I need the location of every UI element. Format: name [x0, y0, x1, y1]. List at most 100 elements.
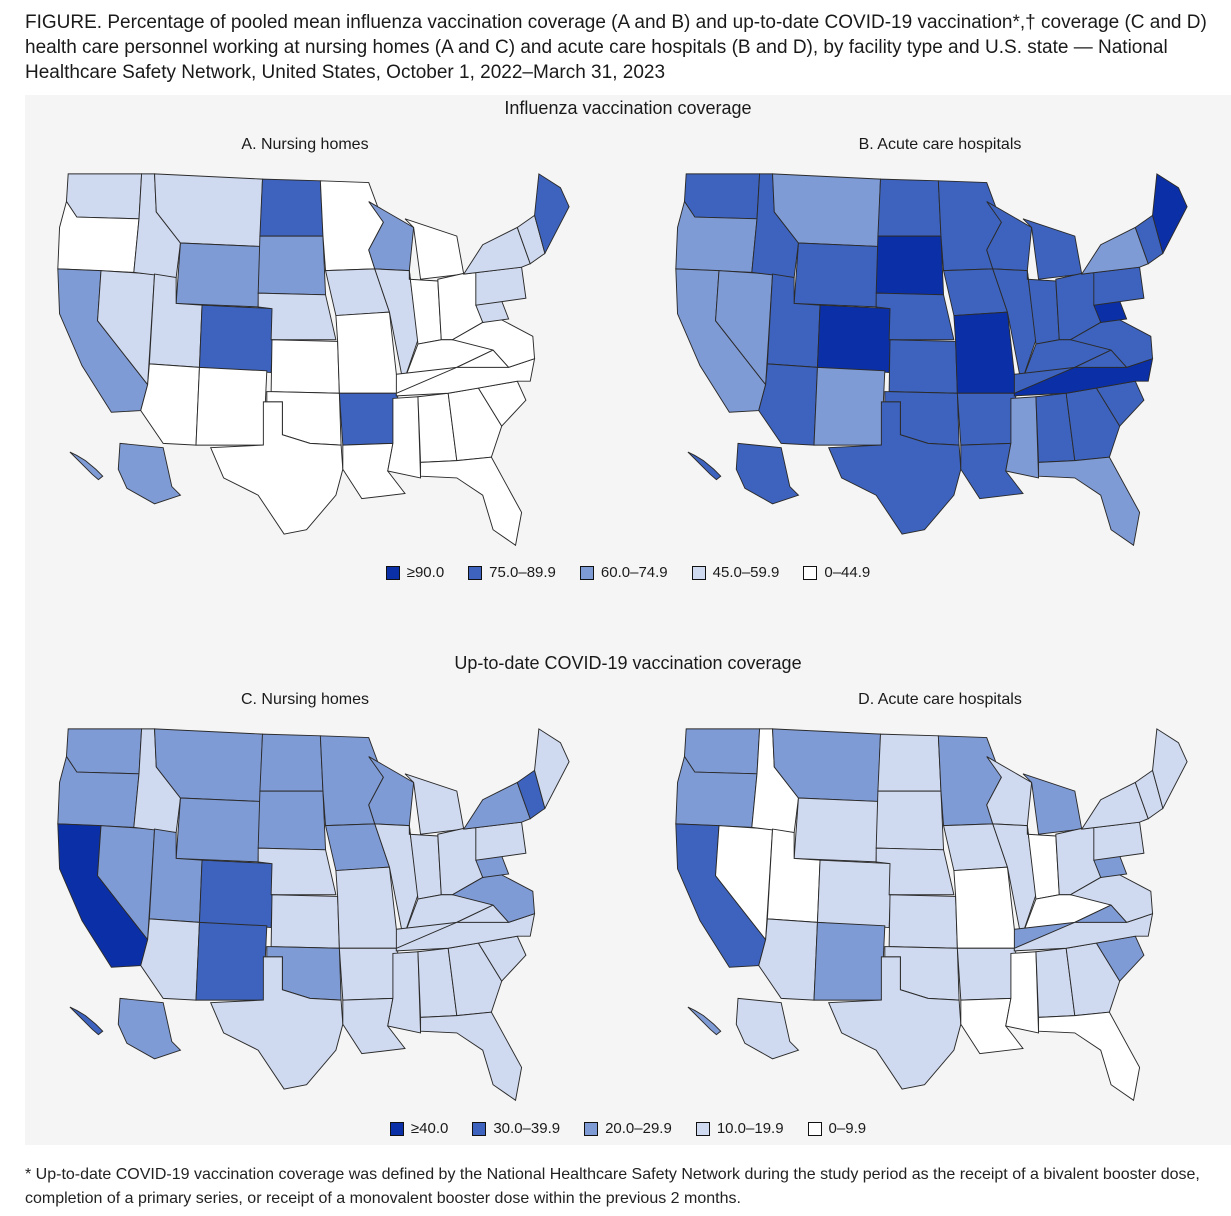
state-mi: [1022, 773, 1083, 835]
legend-swatch: [807, 1121, 822, 1136]
state-ar: [956, 392, 1017, 446]
figure-panel: Influenza vaccination coverage A. Nursin…: [25, 95, 1231, 1145]
state-fl: [420, 456, 523, 547]
state-wy: [175, 242, 261, 308]
legend-item: 30.0–39.9: [472, 1120, 560, 1137]
state-sd: [875, 235, 945, 296]
legend-label: 30.0–39.9: [493, 1120, 561, 1137]
map-a-title: A. Nursing homes: [241, 136, 369, 153]
state-ms: [1005, 396, 1040, 479]
map-d-acute-care-covid: [675, 728, 1188, 1102]
legend-label: 20.0–29.9: [605, 1120, 672, 1137]
state-wy: [175, 797, 261, 863]
legend-swatch: [691, 565, 706, 580]
legend-item: ≥40.0: [389, 1120, 448, 1137]
legend-swatch: [579, 565, 594, 580]
state-me: [534, 173, 570, 255]
state-co: [816, 304, 893, 374]
legend-label: 0–9.9: [828, 1120, 867, 1137]
legend-swatch: [472, 1121, 487, 1136]
state-co: [198, 304, 275, 374]
legend-swatch: [468, 565, 483, 580]
legend-swatch: [803, 565, 818, 580]
state-az: [758, 363, 818, 446]
state-il: [992, 823, 1037, 940]
flu-section-title: Influenza vaccination coverage: [504, 98, 752, 118]
legend-swatch: [695, 1121, 710, 1136]
legend-swatch: [385, 565, 400, 580]
state-ar: [338, 947, 399, 1001]
state-ak: [735, 997, 800, 1060]
legend-label: 60.0–74.9: [600, 564, 668, 581]
state-az: [140, 918, 200, 1001]
state-nm: [195, 921, 268, 1001]
caption-line-1: FIGURE. Percentage of pooled mean influe…: [25, 12, 1207, 33]
state-nd: [877, 178, 942, 237]
state-wa: [683, 728, 761, 775]
map-b-title: B. Acute care hospitals: [858, 136, 1022, 153]
state-nd: [877, 733, 942, 792]
footnote: * Up-to-date COVID-19 vaccination covera…: [25, 1163, 1231, 1211]
state-nm: [813, 366, 886, 446]
state-ak: [117, 997, 182, 1060]
state-me: [534, 728, 570, 810]
legend-item: 10.0–19.9: [695, 1120, 784, 1137]
legend-label: 0–44.9: [824, 564, 871, 581]
state-mi: [1022, 218, 1083, 280]
state-tx: [209, 956, 344, 1090]
state-fl: [1038, 456, 1141, 547]
state-il: [374, 823, 419, 940]
legend-item: 75.0–89.9: [468, 564, 556, 581]
state-hi: [69, 451, 104, 481]
figure-caption: FIGURE. Percentage of pooled mean influe…: [25, 10, 1231, 85]
state-nd: [259, 178, 324, 237]
legend-swatch: [389, 1121, 404, 1136]
state-ar: [338, 392, 399, 446]
legend-item: 45.0–59.9: [691, 564, 779, 581]
legend-item: ≥90.0: [385, 564, 444, 581]
state-ks: [888, 339, 958, 394]
legend-item: 0–44.9: [803, 564, 870, 581]
state-ms: [387, 951, 422, 1034]
state-hi: [687, 451, 722, 481]
state-ne: [257, 847, 337, 896]
state-ks: [888, 894, 958, 949]
flu-legend: ≥90.0 75.0–89.9 60.0–74.9 45.0–59.9 0–44…: [25, 564, 1231, 581]
state-sd: [875, 790, 945, 851]
state-hi: [687, 1006, 722, 1036]
state-tx: [827, 401, 962, 535]
state-az: [758, 918, 818, 1001]
state-co: [816, 859, 893, 929]
legend-item: 0–9.9: [807, 1120, 867, 1137]
state-fl: [1038, 1011, 1141, 1102]
state-ak: [735, 442, 800, 505]
state-ms: [1005, 951, 1040, 1034]
state-ne: [875, 292, 955, 341]
state-mi: [404, 773, 465, 835]
state-il: [992, 268, 1037, 385]
legend-label: 75.0–89.9: [489, 564, 556, 581]
state-ne: [875, 847, 955, 896]
state-nm: [195, 366, 268, 446]
state-fl: [420, 1011, 523, 1102]
map-c-title: C. Nursing homes: [240, 691, 370, 708]
covid-section-title: Up-to-date COVID-19 vaccination coverage: [454, 653, 802, 673]
legend-item: 60.0–74.9: [579, 564, 668, 581]
state-mi: [404, 218, 465, 280]
footnote-line-1: * Up-to-date COVID-19 vaccination covera…: [25, 1166, 1200, 1183]
state-wa: [65, 728, 143, 775]
state-sd: [257, 235, 327, 296]
state-ne: [257, 292, 337, 341]
covid-legend: ≥40.0 30.0–39.9 20.0–29.9 10.0–19.9 0–9.…: [25, 1120, 1231, 1137]
footnote-line-2: completion of a primary series, or recei…: [25, 1190, 741, 1207]
legend-label: 10.0–19.9: [716, 1120, 784, 1137]
state-ks: [270, 894, 340, 949]
state-wa: [65, 173, 143, 220]
caption-line-3: Healthcare Safety Network, United States…: [25, 62, 666, 83]
state-tx: [209, 401, 344, 535]
state-wa: [683, 173, 761, 220]
state-me: [1152, 728, 1188, 810]
state-ms: [387, 396, 422, 479]
state-wy: [793, 797, 879, 863]
state-az: [140, 363, 200, 446]
